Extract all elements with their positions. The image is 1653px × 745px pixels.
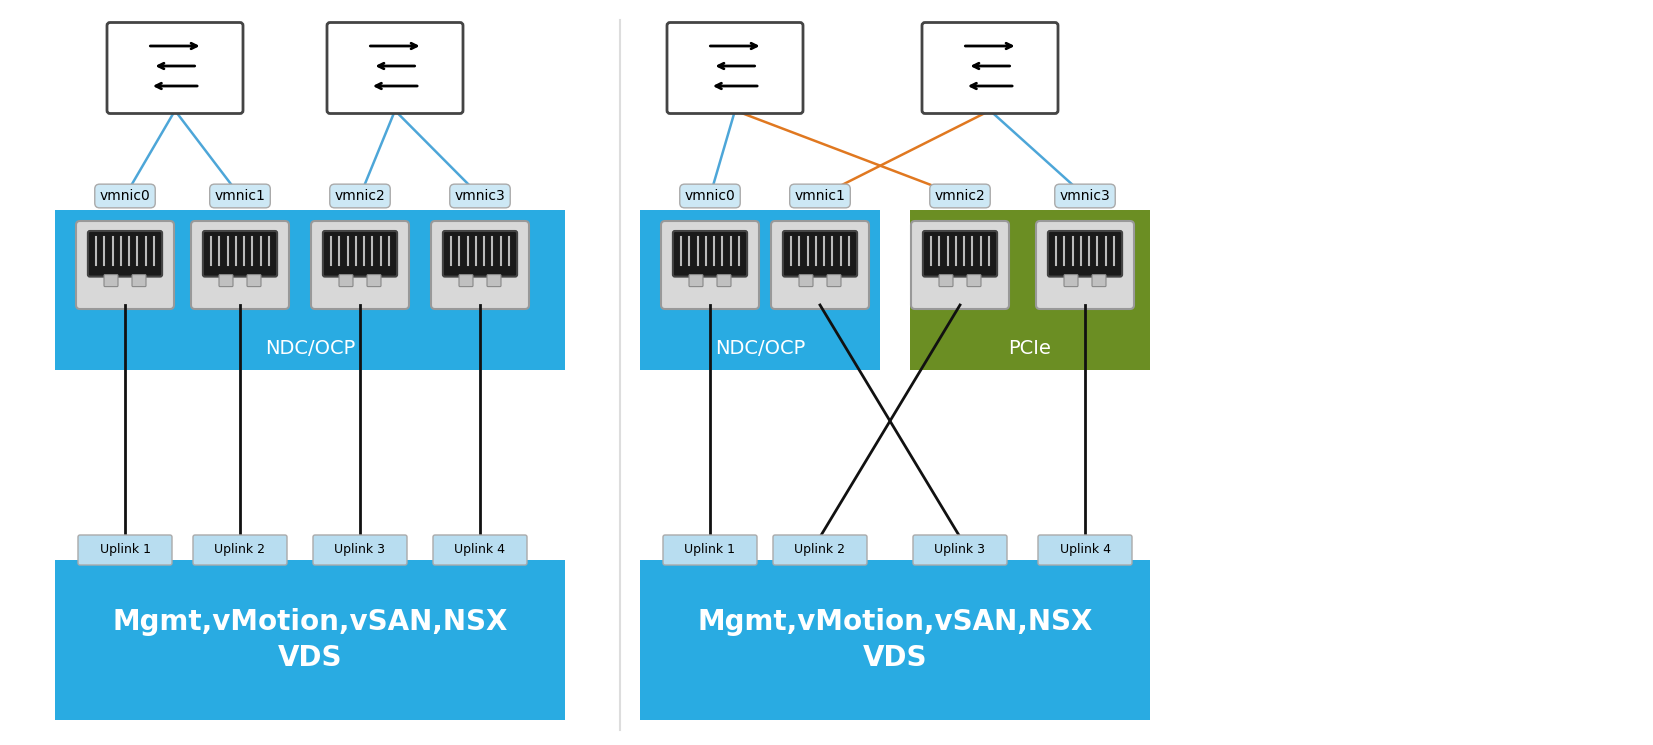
- FancyBboxPatch shape: [912, 535, 1007, 565]
- FancyBboxPatch shape: [107, 22, 243, 113]
- FancyBboxPatch shape: [322, 231, 397, 276]
- FancyBboxPatch shape: [104, 275, 117, 287]
- FancyBboxPatch shape: [78, 535, 172, 565]
- FancyBboxPatch shape: [939, 275, 954, 287]
- FancyBboxPatch shape: [922, 231, 997, 276]
- FancyBboxPatch shape: [640, 560, 1150, 720]
- FancyBboxPatch shape: [1038, 535, 1132, 565]
- FancyBboxPatch shape: [327, 22, 463, 113]
- FancyBboxPatch shape: [770, 221, 869, 309]
- Text: vmnic2: vmnic2: [334, 189, 385, 203]
- FancyBboxPatch shape: [826, 275, 841, 287]
- FancyBboxPatch shape: [661, 221, 759, 309]
- Text: vmnic2: vmnic2: [934, 189, 985, 203]
- FancyBboxPatch shape: [433, 535, 527, 565]
- Text: NDC/OCP: NDC/OCP: [714, 338, 805, 358]
- FancyBboxPatch shape: [1093, 275, 1106, 287]
- FancyBboxPatch shape: [673, 231, 747, 276]
- FancyBboxPatch shape: [76, 221, 174, 309]
- FancyBboxPatch shape: [911, 210, 1150, 370]
- FancyBboxPatch shape: [431, 221, 529, 309]
- Text: Uplink 1: Uplink 1: [99, 544, 150, 557]
- Text: Uplink 4: Uplink 4: [1060, 544, 1111, 557]
- FancyBboxPatch shape: [1036, 221, 1134, 309]
- Text: Mgmt,vMotion,vSAN,NSX
VDS: Mgmt,vMotion,vSAN,NSX VDS: [698, 608, 1093, 673]
- FancyBboxPatch shape: [488, 275, 501, 287]
- Text: vmnic1: vmnic1: [795, 189, 845, 203]
- FancyBboxPatch shape: [784, 231, 858, 276]
- FancyBboxPatch shape: [1065, 275, 1078, 287]
- FancyBboxPatch shape: [967, 275, 980, 287]
- Text: Uplink 1: Uplink 1: [684, 544, 736, 557]
- Text: vmnic3: vmnic3: [455, 189, 506, 203]
- FancyBboxPatch shape: [203, 231, 278, 276]
- Text: NDC/OCP: NDC/OCP: [264, 338, 355, 358]
- FancyBboxPatch shape: [798, 275, 813, 287]
- Text: PCIe: PCIe: [1008, 338, 1051, 358]
- FancyBboxPatch shape: [367, 275, 380, 287]
- FancyBboxPatch shape: [717, 275, 731, 287]
- FancyBboxPatch shape: [922, 22, 1058, 113]
- FancyBboxPatch shape: [311, 221, 408, 309]
- FancyBboxPatch shape: [312, 535, 407, 565]
- FancyBboxPatch shape: [460, 275, 473, 287]
- Text: Uplink 3: Uplink 3: [334, 544, 385, 557]
- FancyBboxPatch shape: [668, 22, 803, 113]
- FancyBboxPatch shape: [911, 221, 1008, 309]
- FancyBboxPatch shape: [339, 275, 354, 287]
- FancyBboxPatch shape: [193, 535, 288, 565]
- Text: vmnic0: vmnic0: [99, 189, 150, 203]
- Text: vmnic3: vmnic3: [1060, 189, 1111, 203]
- FancyBboxPatch shape: [689, 275, 703, 287]
- Text: Uplink 2: Uplink 2: [215, 544, 266, 557]
- Text: vmnic0: vmnic0: [684, 189, 736, 203]
- FancyBboxPatch shape: [218, 275, 233, 287]
- FancyBboxPatch shape: [246, 275, 261, 287]
- Text: Uplink 4: Uplink 4: [455, 544, 506, 557]
- Text: Uplink 2: Uplink 2: [795, 544, 845, 557]
- FancyBboxPatch shape: [88, 231, 162, 276]
- FancyBboxPatch shape: [55, 560, 565, 720]
- FancyBboxPatch shape: [55, 210, 565, 370]
- FancyBboxPatch shape: [640, 210, 879, 370]
- FancyBboxPatch shape: [774, 535, 868, 565]
- FancyBboxPatch shape: [443, 231, 517, 276]
- FancyBboxPatch shape: [1048, 231, 1122, 276]
- Text: Uplink 3: Uplink 3: [934, 544, 985, 557]
- FancyBboxPatch shape: [132, 275, 145, 287]
- Text: Mgmt,vMotion,vSAN,NSX
VDS: Mgmt,vMotion,vSAN,NSX VDS: [112, 608, 507, 673]
- FancyBboxPatch shape: [192, 221, 289, 309]
- Text: vmnic1: vmnic1: [215, 189, 266, 203]
- FancyBboxPatch shape: [663, 535, 757, 565]
